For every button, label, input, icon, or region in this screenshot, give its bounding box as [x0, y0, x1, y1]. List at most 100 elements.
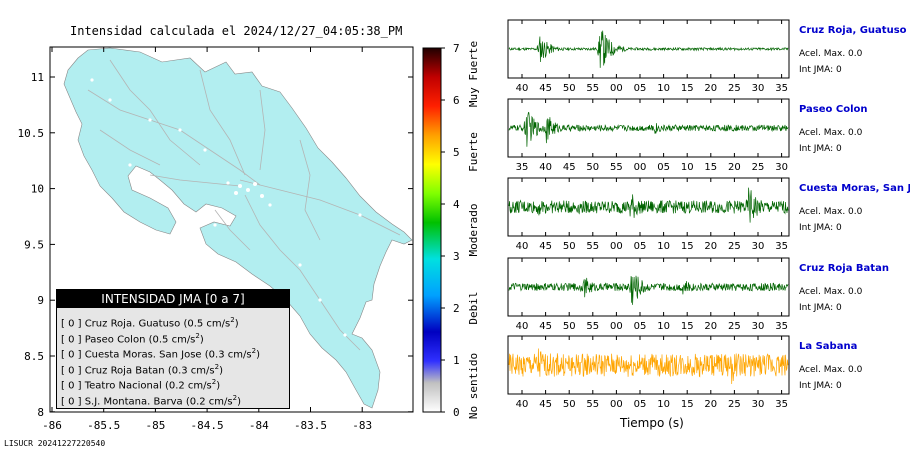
waveform-tick-label: 50	[563, 399, 576, 410]
legend-station-name: Paseo Colon	[84, 333, 149, 345]
waveform-tick-label: 25	[728, 321, 741, 332]
legend-value-close: )	[256, 349, 260, 361]
waveform-tick-label: 10	[657, 321, 670, 332]
waveform-tick-label: 00	[610, 399, 623, 410]
waveform-tick-label: 20	[728, 162, 741, 173]
waveform-tick-label: 30	[752, 399, 765, 410]
legend-station-name: Cruz Roja Batan	[84, 364, 168, 376]
intensity-legend: INTENSIDAD JMA [0 a 7] [ 0 ] Cruz Roja. …	[56, 289, 290, 409]
legend-item: [ 0 ] Paseo Colon (0.5 cm/s2)	[61, 329, 289, 345]
waveform-tick-label: 05	[634, 399, 647, 410]
waveform-tick-label: 15	[681, 83, 694, 94]
legend-value: (0.3 cm/s	[167, 364, 215, 376]
waveform-tick-label: 05	[634, 321, 647, 332]
map-ytick-label: 10.5	[18, 127, 45, 140]
waveform-trace	[508, 187, 789, 223]
waveform-tick-label: 40	[539, 162, 552, 173]
colorbar-category: Muy Fuerte	[467, 41, 480, 107]
intensity-colorbar: 0 1 2 3 4 5 6 7 No sentido Debil Moderado Fuerte Mu…	[422, 41, 480, 419]
station-acel-max: Acel. Max. 0.0	[799, 365, 863, 375]
waveform-tick-label: 10	[657, 83, 670, 94]
station-name: La Sabana	[799, 341, 858, 352]
waveform-tick-label: 05	[657, 162, 670, 173]
waveform-tick-label: 40	[516, 83, 529, 94]
station-acel-max: Acel. Max. 0.0	[799, 207, 863, 217]
waveform-tick-label: 45	[539, 83, 552, 94]
waveform-tick-label: 35	[775, 321, 788, 332]
waveform-tick-label: 40	[516, 399, 529, 410]
waveform-tick-label: 55	[586, 83, 599, 94]
town-markers	[90, 78, 362, 337]
legend-station-name: S.J. Montana. Barva	[84, 395, 186, 407]
waveform-tick-label: 45	[539, 241, 552, 252]
legend-value: (0.3 cm/s	[204, 349, 252, 361]
legend-value-exponent: 2	[195, 331, 200, 340]
waveform-tick-label: 15	[704, 162, 717, 173]
waveform-xlabel: Tiempo (s)	[620, 416, 684, 430]
legend-value: (0.2 cm/s	[185, 395, 233, 407]
station-acel-max: Acel. Max. 0.0	[799, 287, 863, 297]
waveform-tick-label: 00	[610, 241, 623, 252]
legend-item: [ 0 ] Cruz Roja Batan (0.3 cm/s2)	[61, 360, 289, 376]
waveform-tick-label: 00	[634, 162, 647, 173]
station-name: Cruz Roja Batan	[799, 263, 889, 274]
waveform-panel: 40 45 50 55 00 05 10 15 20 25 30 35	[507, 335, 790, 410]
waveform-tick-label: 45	[539, 321, 552, 332]
legend-value-exponent: 2	[211, 378, 217, 386]
station-int-jma: Int JMA: 0	[799, 381, 842, 391]
legend-station-name: Teatro Nacional	[84, 380, 165, 392]
legend-value-exponent: 2	[232, 393, 238, 402]
waveform-tick-label: 25	[728, 241, 741, 252]
colorbar-tick-label: 6	[453, 94, 460, 107]
legend-value: (0.5 cm/s	[148, 333, 196, 345]
waveform-tick-label: 35	[516, 162, 529, 173]
legend-value-close: )	[216, 380, 221, 392]
legend-value-exponent: 2	[230, 316, 235, 324]
waveform-trace	[508, 30, 789, 68]
legend-item: [ 0 ] Teatro Nacional (0.2 cm/s2)	[61, 375, 289, 391]
legend-level: [ 0 ]	[61, 333, 85, 345]
colorbar-gradient	[422, 47, 442, 413]
station-name: Paseo Colon	[799, 104, 868, 115]
map-ytick-label: 10	[31, 183, 44, 196]
legend-value-exponent: 2	[214, 362, 220, 371]
colorbar-category: Fuerte	[467, 132, 480, 172]
waveform-tick-label: 20	[704, 241, 717, 252]
footer-id: LISUCR 20241227220540	[4, 439, 106, 448]
legend-item: [ 0 ] Cuesta Moras. San Jose (0.3 cm/s2)	[61, 344, 289, 360]
waveform-tick-label: 30	[752, 241, 765, 252]
legend-value-close: )	[237, 395, 242, 407]
station-name: Cruz Roja, Guatuso	[799, 25, 907, 36]
map-ytick-label: 11	[31, 71, 44, 84]
legend-item: [ 0 ] Cruz Roja. Guatuso (0.5 cm/s2)	[61, 313, 289, 329]
waveform-trace	[508, 275, 789, 305]
costa-rica-land	[63, 47, 413, 409]
legend-item: [ 0 ] S.J. Montana. Barva (0.2 cm/s2)	[61, 391, 289, 407]
waveform-tick-label: 40	[516, 321, 529, 332]
legend-title: INTENSIDAD JMA [0 a 7]	[57, 290, 289, 308]
waveform-tick-label: 35	[775, 241, 788, 252]
legend-value: (0.2 cm/s	[164, 380, 212, 392]
map-xtick-label: -83	[352, 419, 372, 432]
waveform-tick-label: 30	[775, 162, 788, 173]
waveform-tick-label: 45	[539, 399, 552, 410]
waveform-tick-label: 05	[634, 241, 647, 252]
waveform-tick-label: 10	[657, 399, 670, 410]
waveform-tick-label: 15	[681, 399, 694, 410]
waveform-tick-label: 20	[704, 399, 717, 410]
waveform-tick-label: 30	[752, 321, 765, 332]
waveform-tick-label: 45	[563, 162, 576, 173]
waveform-tick-label: 40	[516, 241, 529, 252]
waveform-tick-label: 00	[610, 321, 623, 332]
waveform-tick-label: 15	[681, 241, 694, 252]
map-xtick-label: -84	[249, 419, 269, 432]
waveform-tick-label: 35	[775, 399, 788, 410]
map-title: Intensidad calculada el 2024/12/27_04:05…	[70, 24, 403, 38]
waveform-tick-label: 25	[728, 399, 741, 410]
station-name: Cuesta Moras, San Jose	[799, 183, 910, 194]
waveform-panel: 40 45 50 55 00 05 10 15 20 25 30 35	[507, 177, 790, 252]
waveform-tick-label: 55	[586, 321, 599, 332]
legend-value-exponent: 2	[251, 347, 257, 355]
map-ytick-label: 8.5	[24, 350, 44, 363]
legend-level: [ 0 ]	[61, 380, 85, 392]
